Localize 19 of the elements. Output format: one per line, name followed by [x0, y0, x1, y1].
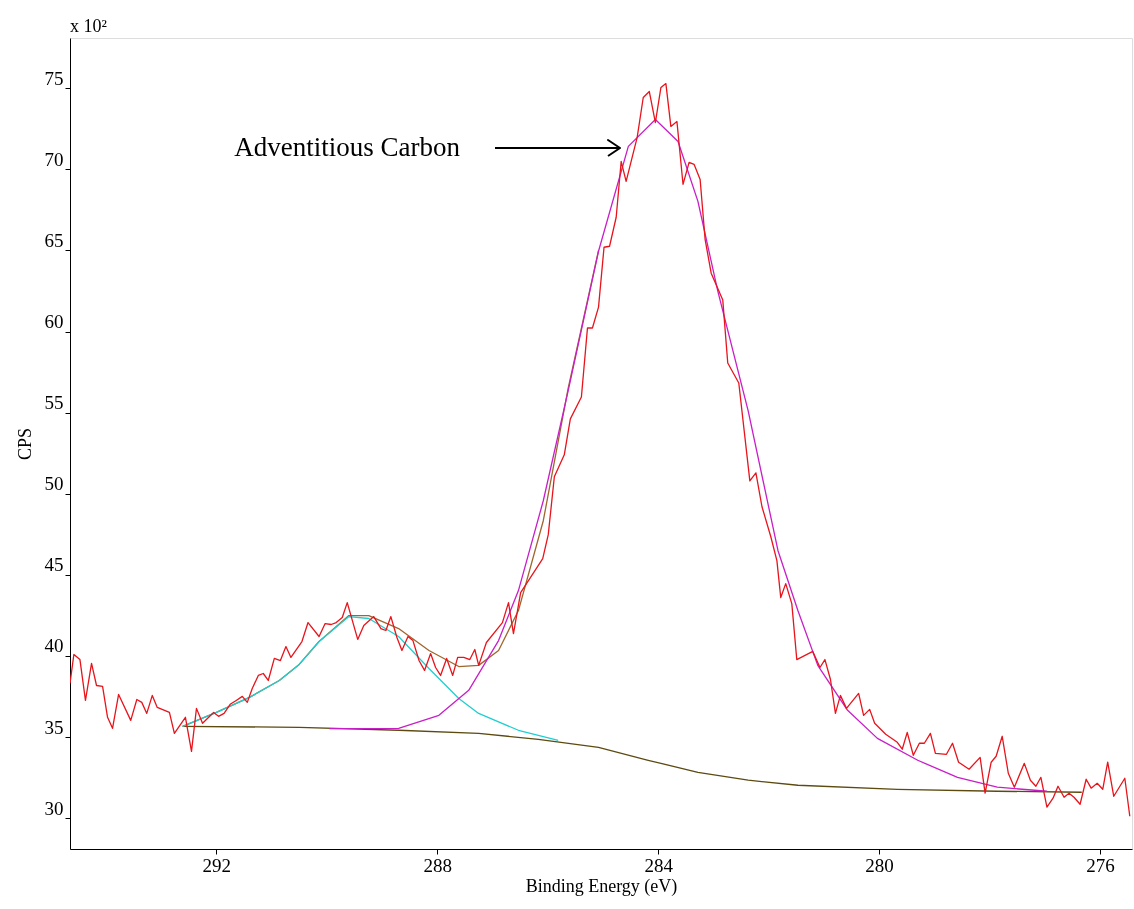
y-tick-label: 40	[44, 635, 64, 657]
x-tick-label: 276	[1086, 854, 1115, 876]
y-tick-label: 30	[44, 797, 64, 819]
x-tick-label: 292	[202, 854, 232, 876]
text: x 10²	[70, 16, 107, 36]
annotation: Adventitious Carbon	[234, 132, 461, 162]
x-tick-label: 280	[865, 854, 894, 876]
y-tick-label: 75	[44, 67, 64, 89]
y-tick-label: 50	[44, 473, 64, 495]
y-tick-label: 70	[44, 148, 64, 170]
x-tick-label: 284	[644, 854, 674, 876]
y-axis-title: CPS	[14, 427, 35, 461]
x-tick-label: 288	[423, 854, 452, 876]
y-tick-label: 35	[44, 716, 64, 738]
y-tick-label: 55	[44, 392, 64, 414]
x-axis-title: Binding Energy (eV)	[525, 875, 678, 897]
y-tick-label: 65	[44, 229, 64, 251]
y-tick-label: 45	[44, 554, 64, 576]
y-tick-label: 60	[44, 311, 64, 333]
